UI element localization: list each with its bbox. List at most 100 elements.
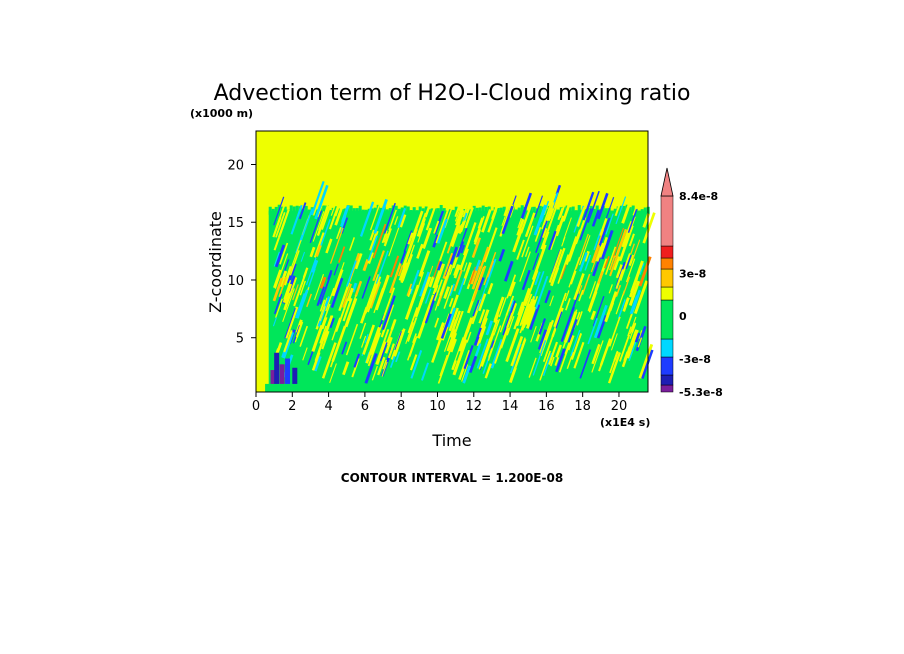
contour-streak [276, 342, 283, 354]
contour-streak [508, 281, 516, 297]
contour-streak [397, 264, 404, 277]
contour-streak [306, 293, 313, 308]
contour-streak [400, 250, 407, 264]
contour-streak [371, 365, 378, 381]
contour-streak [503, 200, 512, 217]
chart-title: Advection term of H2O-I-Cloud mixing rat… [214, 81, 691, 106]
contour-streak [478, 277, 485, 291]
contour-streak [557, 254, 570, 284]
cloud-top-edge [394, 205, 398, 214]
contour-streak [626, 329, 639, 359]
contour-streak [555, 344, 562, 358]
contour-streak [284, 306, 299, 339]
contour-streak [474, 259, 481, 271]
contour-streak [329, 363, 337, 383]
contour-streak [634, 332, 641, 343]
contour-streak [628, 340, 637, 362]
cloud-top-edge [352, 208, 356, 217]
cloud-top-edge [628, 207, 632, 216]
contour-streak [353, 353, 361, 368]
x-tick-label: 6 [361, 399, 369, 414]
contour-streak [576, 311, 583, 326]
contour-streak [389, 255, 400, 278]
colorbar-swatch [660, 374, 674, 386]
contour-streak [440, 313, 452, 339]
contour-streak [625, 254, 632, 270]
cloud-top-edge [283, 206, 287, 215]
contour-streak [428, 276, 435, 288]
contour-streak [483, 227, 498, 263]
contour-streak [630, 243, 635, 255]
contour-streak [383, 228, 392, 247]
onset-downdraft [285, 358, 291, 392]
contour-streak [637, 337, 643, 348]
contour-streak [608, 284, 613, 294]
contour-interval-label: CONTOUR INTERVAL = 1.200E-08 [341, 471, 563, 485]
contour-streak [409, 354, 418, 371]
cloud-top-edge [418, 206, 422, 215]
contour-streak [282, 288, 295, 323]
contour-streak [628, 233, 635, 247]
contour-streak [375, 250, 389, 284]
contour-streak [642, 212, 656, 244]
cloud-top-edge [538, 205, 542, 214]
contour-streak [555, 215, 565, 237]
contour-streak [571, 333, 583, 360]
contour-streak [342, 283, 352, 308]
contour-streak [311, 259, 319, 274]
contour-streak [598, 223, 609, 246]
contour-streak [452, 310, 464, 337]
contour-streak [418, 276, 432, 306]
colorbar-label: 8.4e-8 [679, 190, 718, 203]
cloud-top-edge [520, 205, 524, 214]
contour-streak [462, 196, 472, 218]
colorbar-swatch [660, 356, 674, 376]
contour-streak [424, 288, 432, 304]
contour-streak [407, 307, 419, 334]
colorbar-label: -5.3e-8 [679, 386, 723, 399]
contour-streak [329, 213, 337, 230]
cloud-top-edge [370, 208, 374, 217]
contour-streak [499, 313, 508, 333]
contour-streak [458, 349, 471, 381]
contour-streak [476, 277, 490, 311]
cloud-top-edge [268, 206, 272, 215]
contour-streak [407, 288, 412, 298]
contour-streak [310, 181, 325, 216]
contour-streak [562, 312, 577, 349]
contour-streak [531, 296, 539, 311]
contour-streak [582, 191, 595, 221]
cloud-top-edge [424, 206, 428, 215]
contour-streak [477, 217, 484, 229]
contour-streak [437, 261, 443, 271]
contour-streak [273, 196, 285, 226]
contour-streak [405, 322, 414, 344]
contour-streak [587, 283, 600, 312]
cloud-top-edge [475, 207, 479, 216]
contour-streak [416, 217, 426, 238]
contour-streak [506, 274, 517, 299]
contour-streak [290, 204, 303, 235]
contour-streak [554, 356, 560, 366]
contour-streak [618, 225, 634, 262]
contour-streak [590, 310, 597, 321]
contour-streak [419, 271, 431, 297]
contour-streak [581, 273, 591, 296]
contour-streak [493, 318, 501, 336]
contour-streak [283, 265, 293, 286]
contour-streak [476, 338, 489, 369]
colorbar-swatch [660, 384, 674, 393]
contour-streak [599, 241, 608, 259]
contour-streak [283, 276, 298, 311]
contour-streak [567, 318, 578, 343]
contour-streak [273, 293, 283, 315]
contour-streak [509, 343, 522, 374]
contour-streak [311, 351, 321, 371]
contour-streak [432, 234, 440, 248]
contour-streak [615, 284, 622, 297]
x-tick-label: 18 [574, 399, 591, 414]
contour-streak [524, 270, 539, 307]
contour-streak [505, 328, 520, 363]
contour-streak [549, 295, 554, 307]
contour-streak [506, 316, 515, 336]
